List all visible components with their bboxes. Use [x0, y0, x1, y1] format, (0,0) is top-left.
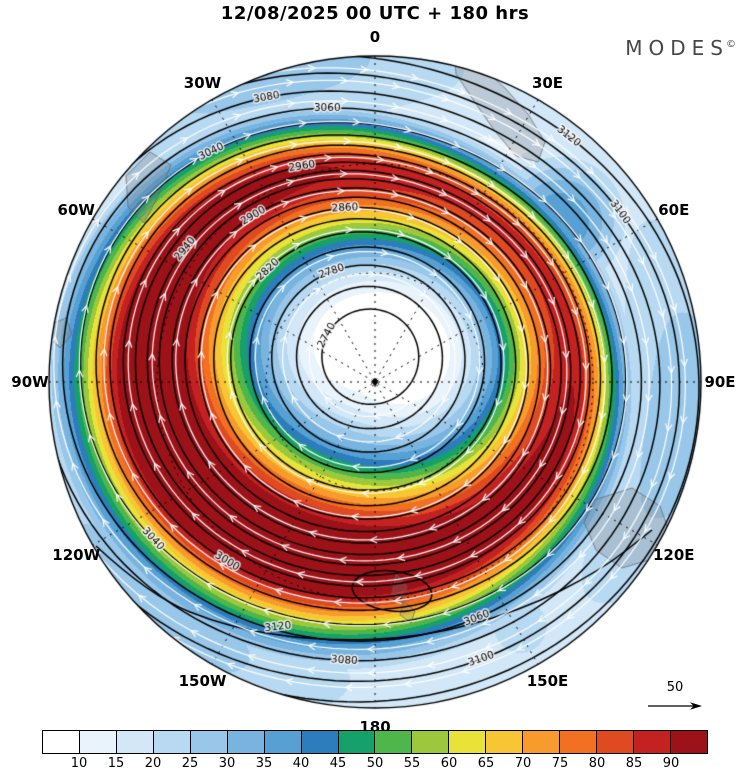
- colorbar-cell-2: [115, 730, 154, 754]
- colorbar-cell-9: [374, 730, 413, 754]
- modes-logo-text: MODES: [625, 36, 729, 60]
- colorbar-tick-15: 15: [107, 756, 125, 771]
- colorbar-cell-3: [152, 730, 191, 754]
- colorbar-tick-70: 70: [514, 756, 532, 771]
- colorbar-cell-17: [669, 730, 708, 754]
- chart-title: 12/08/2025 00 UTC + 180 hrs: [220, 3, 530, 24]
- colorbar-tick-50: 50: [366, 756, 384, 771]
- colorbar-tick-40: 40: [292, 756, 310, 771]
- colorbar-tick-90: 90: [662, 756, 680, 771]
- colorbar-cell-16: [633, 730, 671, 754]
- colorbar-tick-20: 20: [144, 756, 162, 771]
- colorbar-cell-5: [226, 730, 265, 754]
- colorbar-cell-6: [263, 730, 302, 754]
- colorbar: [42, 730, 708, 754]
- colorbar-cell-10: [411, 730, 450, 754]
- polar-map-canvas: [0, 26, 750, 726]
- colorbar-cell-11: [448, 730, 487, 754]
- wind-scale-value: 50: [666, 680, 684, 695]
- colorbar-tick-75: 75: [551, 756, 569, 771]
- colorbar-tick-85: 85: [625, 756, 643, 771]
- colorbar-tick-30: 30: [218, 756, 236, 771]
- colorbar-tick-45: 45: [329, 756, 347, 771]
- copyright-mark: ©: [726, 39, 736, 51]
- colorbar-cell-13: [522, 730, 561, 754]
- colorbar-cell-7: [300, 730, 339, 754]
- colorbar-cell-8: [337, 730, 376, 754]
- colorbar-cell-14: [559, 730, 598, 754]
- colorbar-tick-10: 10: [70, 756, 88, 771]
- wind-scale-legend: 50: [642, 680, 708, 715]
- colorbar-tick-25: 25: [181, 756, 199, 771]
- colorbar-cell-1: [78, 730, 117, 754]
- colorbar-tick-80: 80: [588, 756, 606, 771]
- wind-scale-arrow-icon: [648, 702, 702, 710]
- colorbar-tick-35: 35: [255, 756, 273, 771]
- colorbar-cell-0: [42, 730, 80, 754]
- colorbar-cell-4: [189, 730, 228, 754]
- colorbar-tick-65: 65: [477, 756, 495, 771]
- colorbar-cell-12: [485, 730, 524, 754]
- modes-logo: MODES©: [625, 36, 736, 60]
- colorbar-cell-15: [596, 730, 634, 754]
- colorbar-tick-55: 55: [403, 756, 421, 771]
- colorbar-tick-60: 60: [440, 756, 458, 771]
